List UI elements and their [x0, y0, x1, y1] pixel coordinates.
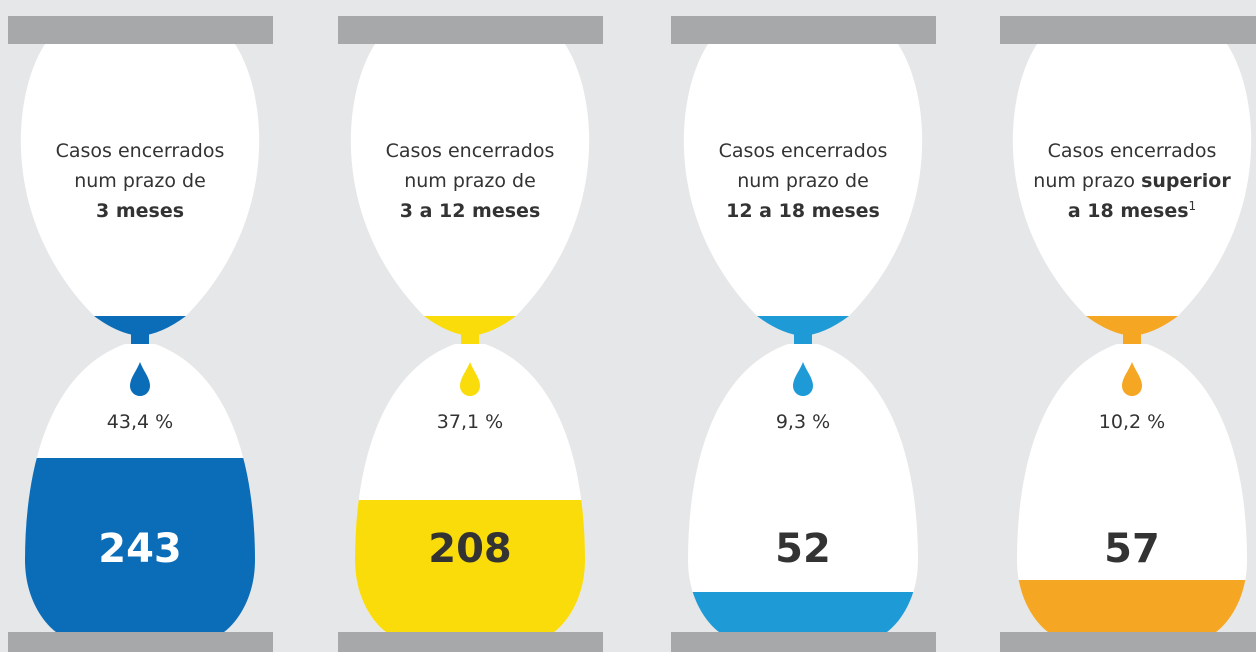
top-bar — [671, 16, 936, 44]
label-line: num prazo de — [74, 170, 206, 192]
count: 52 — [775, 526, 831, 572]
label-segment: superior — [1141, 170, 1231, 192]
percent: 10,2 % — [1099, 411, 1165, 433]
percent: 43,4 % — [107, 411, 173, 433]
label-segment: 3 meses — [96, 200, 184, 222]
label-segment: 1 — [1189, 199, 1197, 213]
hourglass: Casos encerrados num prazo de 3 meses 43,4 … — [8, 16, 273, 652]
bottom-bar — [1000, 632, 1256, 652]
neck-cap — [94, 316, 186, 336]
label-segment: 3 a 12 meses — [400, 200, 541, 222]
top-bar — [8, 16, 273, 44]
label-line: Casos encerrados — [56, 140, 225, 162]
hourglass: Casos encerrados num prazo de 12 a 18 mese… — [671, 16, 936, 652]
label-line: Casos encerrados — [386, 140, 555, 162]
label-line: num prazo de — [737, 170, 869, 192]
upper-bulb — [20, 44, 260, 316]
label-line: 3 a 12 meses — [400, 200, 541, 222]
bottom-bar — [671, 632, 936, 652]
upper-bulb — [683, 44, 923, 316]
fill-level — [1017, 580, 1247, 632]
label-line: num prazo de — [404, 170, 536, 192]
bottom-bar — [8, 632, 273, 652]
fill-level — [688, 592, 918, 632]
label-segment: num prazo de — [404, 170, 536, 192]
label-line: 3 meses — [96, 200, 184, 222]
label-segment: Casos encerrados — [56, 140, 225, 162]
top-bar — [338, 16, 603, 44]
upper-bulb — [350, 44, 590, 316]
hourglass: Casos encerrados num prazo superior a 18 m… — [1000, 16, 1256, 652]
top-bar — [1000, 16, 1256, 44]
label-segment: num prazo de — [737, 170, 869, 192]
upper-bulb — [1012, 44, 1252, 316]
fill-level — [355, 500, 585, 632]
neck-cap — [1086, 316, 1178, 336]
label-segment: 12 a 18 meses — [726, 200, 880, 222]
label-segment: a 18 meses — [1068, 200, 1189, 222]
neck-cap — [757, 316, 849, 336]
drop — [130, 362, 150, 396]
drop — [1122, 362, 1142, 396]
label-line: a 18 meses1 — [1068, 199, 1196, 222]
bottom-bar — [338, 632, 603, 652]
neck-cap — [424, 316, 516, 336]
label-line: num prazo superior — [1033, 170, 1231, 192]
count: 243 — [98, 526, 182, 572]
drop — [460, 362, 480, 396]
fill-level — [25, 458, 255, 632]
label-segment: num prazo — [1033, 170, 1141, 192]
label-segment: num prazo de — [74, 170, 206, 192]
label-segment: Casos encerrados — [1048, 140, 1217, 162]
count: 57 — [1104, 526, 1160, 572]
count: 208 — [428, 526, 512, 572]
lower-bulb — [1017, 344, 1247, 632]
drop — [793, 362, 813, 396]
percent: 9,3 % — [776, 411, 830, 433]
label-segment: Casos encerrados — [386, 140, 555, 162]
label-line: Casos encerrados — [1048, 140, 1217, 162]
label-segment: Casos encerrados — [719, 140, 888, 162]
hourglass: Casos encerrados num prazo de 3 a 12 meses… — [338, 16, 603, 652]
lower-bulb — [688, 344, 918, 632]
label-line: Casos encerrados — [719, 140, 888, 162]
label-line: 12 a 18 meses — [726, 200, 880, 222]
percent: 37,1 % — [437, 411, 503, 433]
